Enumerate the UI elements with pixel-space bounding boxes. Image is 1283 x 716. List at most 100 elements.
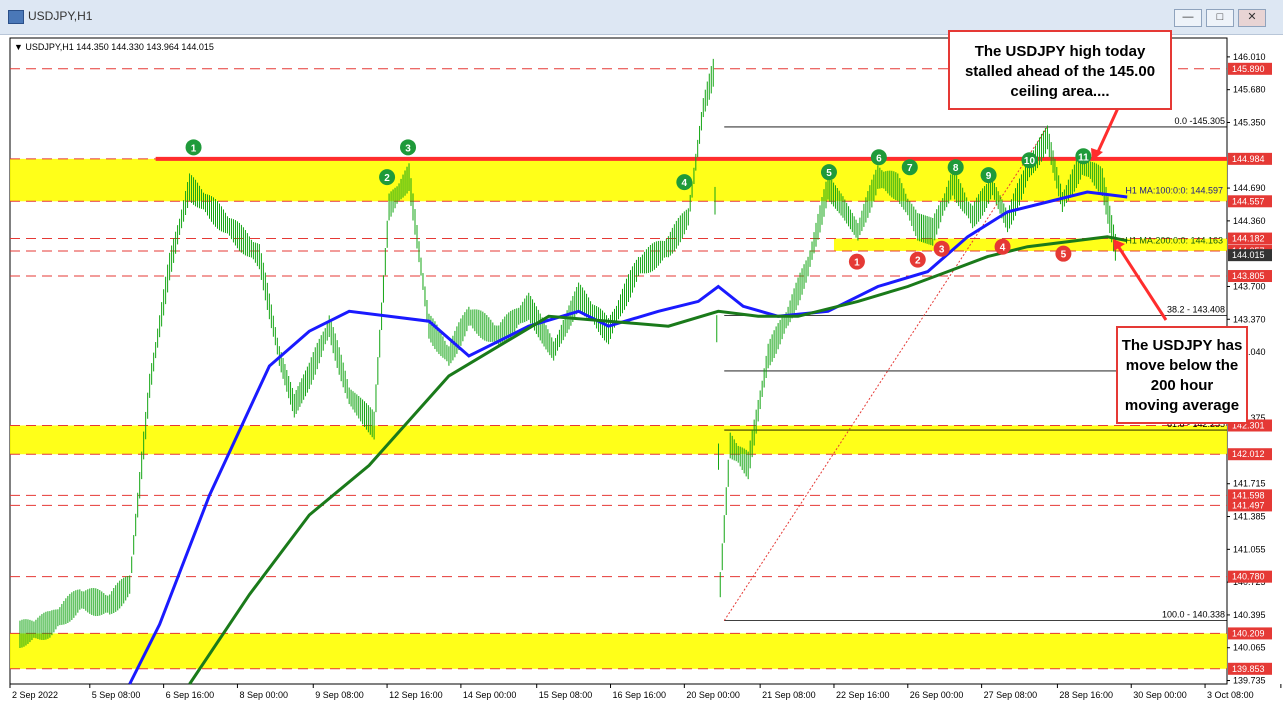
callout-bottom-line: move below the	[1125, 357, 1239, 374]
marker-low-circle	[933, 240, 950, 257]
price-tag	[1228, 270, 1272, 283]
minimize-button[interactable]: —	[1174, 9, 1202, 27]
x-tick-label: 20 Sep 00:00	[686, 690, 740, 700]
price-tag	[1228, 570, 1272, 583]
plot-frame	[9, 37, 1228, 685]
y-tick-label: 144.360	[1233, 216, 1266, 226]
x-tick-label: 5 Sep 08:00	[92, 690, 141, 700]
marker-high-circle	[947, 159, 964, 176]
ma200-label: H1 MA:200:0:0: 144.163	[1125, 235, 1223, 245]
y-tick-label: 141.055	[1233, 544, 1266, 554]
marker-high-label: 10	[1024, 156, 1036, 167]
price-tag-label: 141.598	[1232, 490, 1265, 500]
x-tick-label: 9 Sep 08:00	[315, 690, 364, 700]
marker-high-circle	[400, 139, 417, 156]
fib-label: 38.2 - 143.408	[1167, 304, 1225, 314]
chart-title: ▼ USDJPY,H1 144.350 144.330 143.964 144.…	[14, 42, 214, 52]
price-tag-label: 140.209	[1232, 628, 1265, 638]
marker-high-label: 4	[682, 178, 688, 189]
marker-low-label: 3	[939, 245, 945, 256]
price-tag-label: 144.984	[1232, 154, 1265, 164]
price-tag-label: 142.012	[1232, 449, 1265, 459]
callout-bottom-arrow	[1116, 245, 1168, 321]
fib-label: 0.0 -145.305	[1174, 116, 1225, 126]
x-tick-label: 2 Sep 2022	[12, 690, 58, 700]
x-tick-label: 22 Sep 16:00	[836, 690, 890, 700]
yellow-zone	[10, 633, 1227, 669]
callout-top-line: stalled ahead of the 145.00	[964, 63, 1156, 80]
marker-high-circle	[820, 164, 837, 181]
ma200-line	[188, 235, 1128, 685]
close-button[interactable]: ✕	[1238, 9, 1266, 27]
window-title: USDJPY,H1	[28, 9, 93, 23]
marker-high-label: 9	[986, 171, 992, 182]
x-tick-label: 28 Sep 16:00	[1059, 690, 1113, 700]
price-tag-label: 142.301	[1232, 421, 1265, 431]
marker-high-label: 5	[826, 168, 832, 179]
x-tick-label: 30 Sep 00:00	[1133, 690, 1187, 700]
x-tick-label: 26 Sep 00:00	[910, 690, 964, 700]
y-tick-label: 141.715	[1233, 479, 1266, 489]
marker-high-label: 8	[953, 163, 959, 174]
marker-high-label: 2	[384, 173, 390, 184]
fib-label: 61.8 - 142.255	[1167, 419, 1225, 429]
marker-high-circle	[980, 167, 997, 184]
marker-high-circle	[379, 169, 396, 186]
price-tag	[1228, 627, 1272, 640]
marker-high-label: 11	[1078, 152, 1089, 163]
x-tick-label: 14 Sep 00:00	[463, 690, 517, 700]
y-tick-label: 140.395	[1233, 610, 1266, 620]
y-tick-label: 144.690	[1233, 183, 1266, 193]
y-tick-label: 143.370	[1233, 314, 1266, 324]
callout-bottom: The USDJPY has move below the 200 hour m…	[1116, 326, 1248, 424]
price-tag-label: 140.780	[1232, 572, 1265, 582]
callout-bottom-line: 200 hour	[1150, 377, 1214, 394]
price-tag-label: 144.015	[1232, 250, 1265, 260]
marker-high-circle	[870, 149, 887, 166]
marker-low-circle	[848, 253, 865, 270]
callout-top-line: The USDJPY high today	[974, 43, 1146, 60]
y-tick-label: 145.350	[1233, 117, 1266, 127]
marker-high-circle	[676, 174, 693, 191]
marker-high-circle	[185, 139, 202, 156]
y-tick-label: 146.010	[1233, 52, 1266, 62]
x-tick-label: 16 Sep 16:00	[613, 690, 667, 700]
price-tag-label: 145.890	[1232, 64, 1265, 74]
y-tick-label: 143.700	[1233, 281, 1266, 291]
marker-low-circle	[994, 238, 1011, 255]
window-titlebar: USDJPY,H1 — □ ✕	[0, 0, 1283, 35]
price-tag	[1228, 489, 1272, 502]
y-tick-label: 140.065	[1233, 643, 1266, 653]
x-tick-label: 15 Sep 08:00	[539, 690, 593, 700]
price-tag-label: 139.853	[1232, 664, 1265, 674]
fib-label: 100.0 - 140.338	[1162, 610, 1225, 620]
y-tick-label: 141.385	[1233, 512, 1266, 522]
price-tag-label: 141.497	[1232, 500, 1265, 510]
price-chart[interactable]: 0.0 -145.305 38.2 - 143.408 61.8 - 142.255…	[0, 34, 1283, 716]
chart-window-icon	[8, 10, 24, 24]
x-tick-label: 27 Sep 08:00	[984, 690, 1038, 700]
price-tag	[1228, 152, 1272, 165]
x-tick-label: 21 Sep 08:00	[762, 690, 816, 700]
marker-high-circle	[1021, 152, 1038, 169]
x-tick-label: 6 Sep 16:00	[166, 690, 215, 700]
marker-high-circle	[1075, 148, 1092, 165]
y-tick-label: 143.040	[1233, 347, 1266, 357]
marker-low-label: 4	[1000, 243, 1006, 254]
callout-top-line: ceiling area....	[1010, 83, 1110, 100]
marker-high-label: 6	[876, 153, 882, 164]
callout-bottom-line: The USDJPY has	[1121, 337, 1243, 354]
yellow-zone	[10, 158, 1227, 202]
marker-high-label: 7	[907, 163, 913, 174]
marker-low-label: 1	[854, 258, 860, 269]
price-tag	[1228, 249, 1272, 262]
price-tag	[1228, 499, 1272, 512]
callout-top-arrowhead	[1091, 148, 1103, 161]
marker-low-circle	[909, 251, 926, 268]
price-tag	[1228, 232, 1272, 245]
maximize-button[interactable]: □	[1206, 9, 1234, 27]
price-tag	[1228, 662, 1272, 675]
marker-high-label: 3	[405, 143, 411, 154]
marker-low-label: 2	[915, 256, 921, 267]
price-tag	[1228, 195, 1272, 208]
